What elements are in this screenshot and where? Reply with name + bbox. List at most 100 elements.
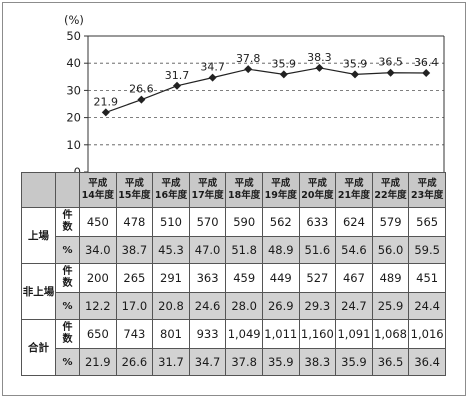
header-year-text: 平成: [417, 178, 437, 189]
data-point-marker: [351, 70, 359, 79]
percent-cell: 36.5: [371, 348, 410, 376]
count-cell: 1,049: [225, 319, 263, 349]
count-cell: 459: [225, 263, 263, 293]
header-year-text: 22年度: [374, 190, 407, 201]
data-point-marker: [315, 63, 324, 72]
count-cell: 451: [408, 263, 446, 293]
header-year-text: 16年度: [154, 190, 188, 201]
header-year-cell: 平成 15年度: [115, 172, 154, 208]
header-year-text: 15年度: [118, 190, 151, 201]
header-year-text: 20年度: [301, 190, 334, 201]
percent-cell: 54.6: [335, 236, 373, 264]
sub-label-char: 件: [62, 322, 73, 333]
percent-cell: 47.0: [188, 236, 227, 264]
table-row-percent: % 34.0 38.7 45.3 47.0 51.8 48.9 51.6 54.6 56.0 59.…: [22, 236, 446, 264]
data-label: 36.4: [414, 56, 439, 69]
percent-cell: 51.8: [225, 236, 263, 264]
percent-cell: 45.3: [152, 236, 190, 264]
sub-label-char: 数: [62, 278, 73, 289]
count-cell: 624: [335, 207, 373, 237]
header-year-text: 平成: [381, 178, 401, 189]
header-year-cell: 平成 16年度: [152, 172, 190, 208]
count-cell: 200: [79, 263, 117, 293]
header-year-text: 平成: [344, 178, 364, 189]
table-row-count: 合計件数 650 743 801 933 1,049 1,011 1,160 1,091 1,06…: [21, 319, 446, 376]
sub-label-char: 件: [62, 266, 73, 277]
data-label: 37.8: [236, 52, 261, 65]
count-cell: 1,011: [261, 319, 300, 349]
percent-cell: 24.4: [408, 292, 446, 320]
y-tick-label: 10: [66, 138, 81, 152]
count-cell: 570: [188, 207, 227, 237]
percent-cell: 31.7: [152, 348, 190, 376]
count-cell: 449: [261, 263, 300, 293]
percent-cell: 25.9: [371, 292, 410, 320]
count-cell: 579: [371, 207, 410, 237]
data-point-marker: [244, 65, 253, 74]
row-sub-label-percent: %: [55, 348, 80, 376]
header-year-text: 17年度: [191, 190, 224, 201]
count-cell: 291: [152, 263, 190, 293]
header-year-text: 21年度: [337, 190, 371, 201]
header-year-cell: 平成 19年度: [261, 172, 300, 208]
row-group-label: 合計: [21, 319, 56, 376]
table-row-percent: % 21.9 26.6 31.7 34.7 37.8 35.9 38.3 35.9 36.5 36.…: [22, 348, 446, 376]
data-label: 35.9: [343, 57, 368, 70]
count-cell: 1,160: [298, 319, 337, 349]
data-label: 26.6: [129, 83, 154, 96]
header-year-text: 平成: [198, 178, 218, 189]
percent-cell: 24.6: [188, 292, 227, 320]
series-line: [105, 67, 427, 113]
percent-cell: 48.9: [261, 236, 300, 264]
data-label: 31.7: [165, 69, 190, 82]
percent-cell: 38.3: [298, 348, 337, 376]
row-sub-label-count: 件数: [55, 263, 80, 293]
header-year-cell: 平成 20年度: [298, 172, 337, 208]
header-year-text: 平成: [307, 178, 327, 189]
header-year-text: 平成: [124, 178, 144, 189]
count-cell: 565: [408, 207, 446, 237]
count-cell: 510: [152, 207, 190, 237]
percent-cell: 28.0: [225, 292, 263, 320]
percent-cell: 35.9: [261, 348, 300, 376]
percent-cell: 17.0: [115, 292, 154, 320]
count-cell: 489: [371, 263, 410, 293]
header-year-text: 平成: [161, 178, 181, 189]
data-table: 平成 14年度 平成 15年度 平成 16年度 平成 17年度 平成 18年度 平成 19年度 平成 20…: [21, 172, 446, 376]
percent-cell: 37.8: [225, 348, 263, 376]
sub-label-char: 数: [62, 222, 73, 233]
data-point-marker: [279, 70, 288, 79]
data-point-marker: [422, 68, 431, 77]
sub-label-char: 件: [62, 210, 73, 221]
count-cell: 562: [261, 207, 300, 237]
table-row-percent: % 12.2 17.0 20.8 24.6 28.0 26.9 29.3 24.7 25.9 24.…: [22, 292, 446, 320]
header-year-cell: 平成 22年度: [371, 172, 410, 208]
percent-cell: 35.9: [335, 348, 373, 376]
count-cell: 801: [152, 319, 190, 349]
count-cell: 650: [79, 319, 117, 349]
data-point-marker: [208, 73, 217, 82]
y-tick-label: 50: [66, 29, 81, 43]
header-year-text: 平成: [234, 178, 254, 189]
percent-cell: 21.9: [79, 348, 117, 376]
header-year-text: 19年度: [264, 190, 297, 201]
header-year-text: 平成: [88, 178, 108, 189]
y-unit-label: (%): [64, 13, 84, 27]
header-year-cell: 平成 14年度: [79, 172, 117, 208]
header-corner-cell: [21, 172, 56, 208]
count-cell: 1,016: [408, 319, 446, 349]
header-year-text: 14年度: [81, 190, 114, 201]
percent-cell: 26.6: [115, 348, 154, 376]
percent-cell: 59.5: [408, 236, 446, 264]
percent-cell: 51.6: [298, 236, 337, 264]
count-cell: 1,091: [335, 319, 373, 349]
percent-cell: 34.7: [188, 348, 227, 376]
percent-cell: 26.9: [261, 292, 300, 320]
count-cell: 590: [225, 207, 263, 237]
data-label: 38.3: [307, 51, 332, 64]
sub-label-char: 数: [62, 334, 73, 345]
table-row-count: 上場件数 450 478 510 570 590 562 633 624 579 565: [21, 207, 446, 264]
row-group-label: 非上場: [21, 263, 56, 320]
y-tick-label: 40: [66, 56, 81, 70]
